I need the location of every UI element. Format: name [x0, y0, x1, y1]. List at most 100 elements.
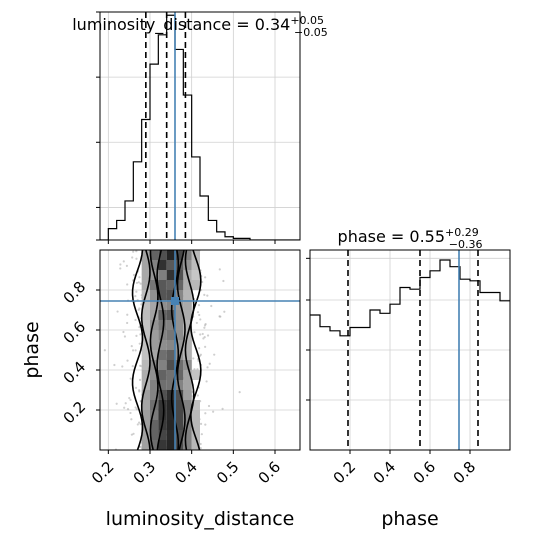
joint-density-cell — [166, 430, 175, 440]
joint-density-cell — [183, 260, 192, 270]
joint-scatter-point — [199, 333, 202, 336]
joint-density-cell — [183, 300, 192, 310]
joint-density-cell — [183, 430, 192, 440]
joint-scatter-point — [132, 432, 135, 435]
joint-scatter-point — [122, 260, 125, 263]
y-axis-title-phase: phase — [21, 321, 43, 378]
joint-scatter-point — [198, 347, 201, 350]
joint-scatter-point — [218, 315, 221, 318]
joint-density-cell — [175, 400, 184, 410]
phase-title-prefix: phase = — [338, 227, 410, 246]
joint-scatter-point — [222, 279, 225, 283]
joint-density-cell — [150, 340, 159, 350]
luminosity-distance-title: luminosity_distance = 0.34+0.05 −0.05 — [72, 14, 328, 39]
joint-density-cell — [175, 270, 184, 280]
joint-xtick-label-1: 0.3 — [130, 458, 160, 488]
joint-density-cell — [141, 440, 150, 450]
joint-ytick-label-0: 0.2 — [60, 398, 90, 428]
joint-density-cell — [150, 420, 159, 430]
joint-scatter-point — [119, 267, 122, 270]
joint-scatter-point — [135, 408, 138, 411]
luminosity-distance-histogram-grid — [100, 11, 300, 241]
joint-density-cell — [166, 440, 175, 450]
joint-scatter-point — [119, 263, 122, 266]
joint-scatter-point — [193, 331, 196, 334]
joint-density-cell — [141, 310, 150, 320]
joint-density-cell — [191, 260, 200, 270]
joint-density-cell — [175, 410, 184, 420]
joint-scatter-point — [123, 335, 127, 338]
joint-scatter-point — [138, 276, 141, 279]
joint-scatter-point — [199, 353, 202, 356]
joint-scatter-point — [204, 345, 207, 348]
joint-truth-marker — [171, 297, 179, 305]
luminosity-distance-histogram-frame — [99, 11, 301, 241]
joint-scatter-point — [135, 281, 139, 285]
joint-density-cell — [183, 320, 192, 330]
joint-density-cell — [191, 420, 200, 430]
joint-xtick-label-3: 0.5 — [213, 458, 243, 488]
x-axis-title-luminosity-distance: luminosity_distance — [106, 508, 295, 530]
joint-density-cell — [175, 440, 184, 450]
joint-density-cell — [166, 270, 175, 280]
joint-scatter-point — [207, 404, 211, 408]
joint-scatter-point — [203, 336, 206, 339]
joint-density-cell — [191, 280, 200, 290]
joint-density-cell — [175, 390, 184, 400]
joint-contour-line — [149, 250, 159, 450]
phase-histogram-panel: 0.2 0.4 0.6 0.8 phase = 0.55+0.29 −0.36 — [306, 226, 511, 487]
joint-density-cell — [175, 340, 184, 350]
joint-scatter-point — [210, 304, 213, 308]
x-axis-title-phase: phase — [381, 508, 438, 530]
joint-scatter-point — [129, 377, 132, 380]
joint-density-cell — [166, 360, 175, 370]
joint-scatter-point — [134, 406, 137, 409]
joint-scatter-point — [116, 310, 119, 313]
joint-density-cell — [191, 440, 200, 450]
joint-density-cell — [150, 290, 159, 300]
joint-density-cell — [166, 310, 175, 320]
joint-scatter-point — [134, 386, 138, 389]
joint-scatter-point — [124, 402, 127, 405]
joint-density-cell — [158, 400, 167, 410]
joint-scatter-point — [206, 334, 210, 337]
joint-scatter-point — [122, 330, 125, 334]
joint-scatter-point — [218, 268, 221, 271]
joint-density-cell — [141, 410, 150, 420]
joint-density-cell — [150, 320, 159, 330]
joint-scatter-point — [135, 334, 138, 337]
joint-scatter-point — [203, 326, 206, 329]
luminosity-distance-title-minus: −0.05 — [294, 26, 328, 39]
joint-density-cell — [150, 330, 159, 340]
joint-density-cell — [166, 420, 175, 430]
joint-scatter-point — [197, 304, 201, 307]
joint-scatter-point — [135, 290, 138, 293]
joint-scatter-point — [137, 308, 140, 311]
joint-scatter-point — [204, 276, 207, 279]
phase-title: phase = 0.55+0.29 −0.36 — [338, 226, 483, 251]
joint-scatter-point — [238, 391, 241, 394]
joint-scatter-point — [196, 368, 199, 371]
joint-density-cell — [141, 330, 150, 340]
joint-density-cell — [183, 380, 192, 390]
luminosity-distance-title-plus: +0.05 — [290, 14, 324, 27]
joint-density-frame — [99, 249, 301, 451]
joint-scatter-point — [134, 318, 137, 322]
joint-scatter-point — [135, 257, 138, 260]
joint-density-cell — [150, 260, 159, 270]
joint-scatter-point — [103, 349, 106, 352]
joint-scatter-point — [139, 445, 142, 448]
joint-density-cell — [141, 280, 150, 290]
joint-density-cell — [158, 250, 167, 260]
joint-scatter-point — [205, 380, 208, 383]
joint-density-cell — [166, 350, 175, 360]
joint-density-panel: 0.2 0.3 0.4 0.5 0.6 0.2 0.4 0.6 0.8 — [60, 249, 301, 488]
joint-scatter-point — [138, 342, 141, 345]
joint-density-cell — [141, 300, 150, 310]
phase-histogram-grid — [310, 250, 510, 450]
joint-density-cell — [150, 440, 159, 450]
joint-density-cell — [141, 320, 150, 330]
joint-scatter-point — [196, 311, 200, 314]
joint-density-cell — [175, 260, 184, 270]
joint-scatter-point — [199, 442, 202, 446]
